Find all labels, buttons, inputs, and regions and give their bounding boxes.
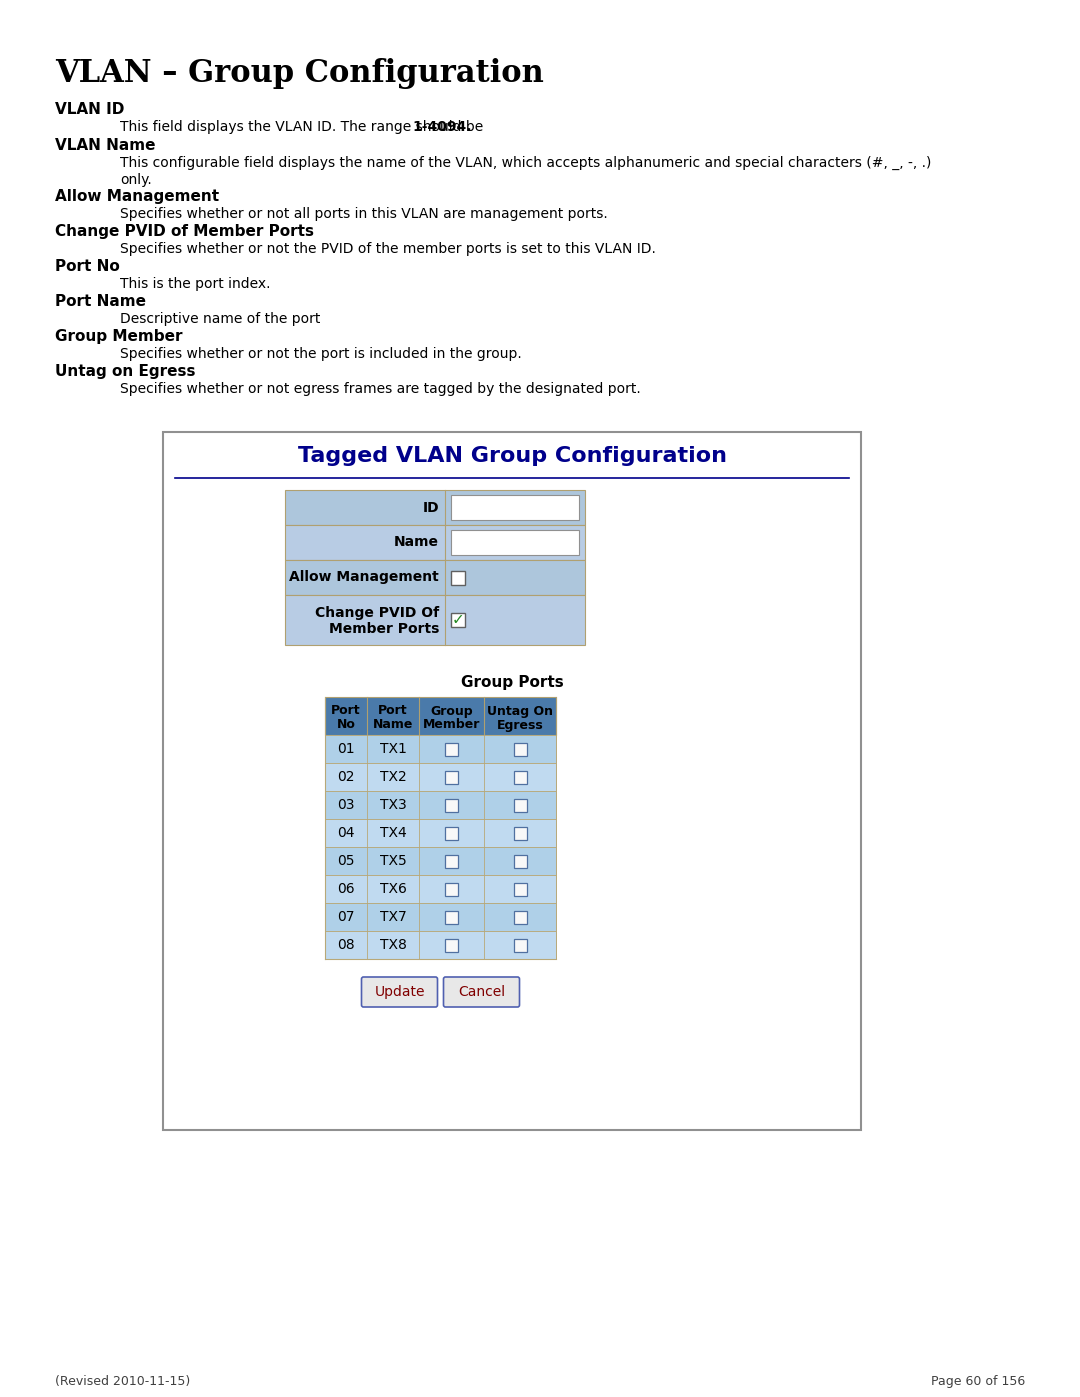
Text: Port: Port [332,704,361,718]
FancyBboxPatch shape [444,977,519,1007]
Bar [445,799,458,812]
Text: TX8: TX8 [379,937,406,951]
Text: 08: 08 [337,937,355,951]
Text: Specifies whether or not all ports in this VLAN are management ports.: Specifies whether or not all ports in th… [120,207,608,221]
Text: Group Ports: Group Ports [461,675,564,690]
Text: Untag On: Untag On [487,704,553,718]
Bar [325,875,556,902]
Text: Name: Name [373,718,414,732]
Bar [325,847,556,875]
Bar [325,697,556,735]
Text: Update: Update [375,985,424,999]
Text: Descriptive name of the port: Descriptive name of the port [120,312,321,326]
Bar [445,855,458,868]
Bar [445,911,458,923]
Text: 1-4094.: 1-4094. [413,120,472,134]
Bar [513,827,527,840]
Text: This configurable field displays the name of the VLAN, which accepts alphanumeri: This configurable field displays the nam… [120,156,931,170]
Bar [513,911,527,923]
Text: 01: 01 [337,742,355,756]
Text: Member: Member [422,718,481,732]
Text: No: No [337,718,355,732]
Text: 03: 03 [337,798,354,812]
Bar [513,939,527,951]
Text: ID: ID [422,500,438,514]
Bar [513,855,527,868]
Bar [445,742,458,756]
Text: (Revised 2010-11-15): (Revised 2010-11-15) [55,1375,190,1389]
Text: ✓: ✓ [451,612,464,627]
Text: Port Name: Port Name [55,293,146,309]
Bar [325,930,556,958]
Text: 06: 06 [337,882,355,895]
Text: 05: 05 [337,854,354,868]
Text: 02: 02 [337,770,354,784]
Bar [445,939,458,951]
Text: TX3: TX3 [380,798,406,812]
Bar [513,883,527,895]
Text: Specifies whether or not the PVID of the member ports is set to this VLAN ID.: Specifies whether or not the PVID of the… [120,242,656,256]
Text: 07: 07 [337,909,354,923]
Bar [285,490,585,525]
Text: Group: Group [430,704,473,718]
Bar [325,763,556,791]
Text: Cancel: Cancel [458,985,505,999]
Text: TX4: TX4 [380,826,406,840]
Text: Port: Port [378,704,408,718]
FancyBboxPatch shape [362,977,437,1007]
Text: Specifies whether or not the port is included in the group.: Specifies whether or not the port is inc… [120,346,522,360]
Bar [445,883,458,895]
Text: Change PVID of Member Ports: Change PVID of Member Ports [55,224,314,239]
Text: TX1: TX1 [379,742,406,756]
Text: Group Member: Group Member [55,330,183,344]
Text: TX6: TX6 [379,882,406,895]
Text: TX7: TX7 [380,909,406,923]
Bar [513,742,527,756]
Bar [445,771,458,784]
Text: only.: only. [120,173,152,187]
Text: Untag on Egress: Untag on Egress [55,365,195,379]
Text: Specifies whether or not egress frames are tagged by the designated port.: Specifies whether or not egress frames a… [120,381,640,395]
Bar [451,570,465,584]
Bar [451,495,579,520]
Bar [285,595,585,645]
Bar [285,560,585,595]
Text: Allow Management: Allow Management [289,570,438,584]
Text: Name: Name [394,535,438,549]
Text: This field displays the VLAN ID. The range should be: This field displays the VLAN ID. The ran… [120,120,488,134]
Text: Change PVID Of: Change PVID Of [315,606,438,620]
Bar [513,799,527,812]
Text: VLAN – Group Configuration: VLAN – Group Configuration [55,59,544,89]
Text: This is the port index.: This is the port index. [120,277,270,291]
Bar [285,525,585,560]
Text: Port No: Port No [55,258,120,274]
Bar [325,791,556,819]
Text: Allow Management: Allow Management [55,189,219,204]
Text: Egress: Egress [497,718,543,732]
Text: VLAN ID: VLAN ID [55,102,124,117]
Bar [445,827,458,840]
Bar [451,529,579,555]
Bar [513,771,527,784]
Bar [325,735,556,763]
Text: Tagged VLAN Group Configuration: Tagged VLAN Group Configuration [297,446,727,467]
Text: Page 60 of 156: Page 60 of 156 [931,1375,1025,1389]
Bar [325,902,556,930]
Bar [325,819,556,847]
Bar [163,432,861,1130]
Text: Member Ports: Member Ports [328,622,438,636]
Text: TX2: TX2 [380,770,406,784]
Text: TX5: TX5 [380,854,406,868]
Bar [451,613,465,627]
Text: VLAN Name: VLAN Name [55,138,156,154]
Text: 04: 04 [337,826,354,840]
